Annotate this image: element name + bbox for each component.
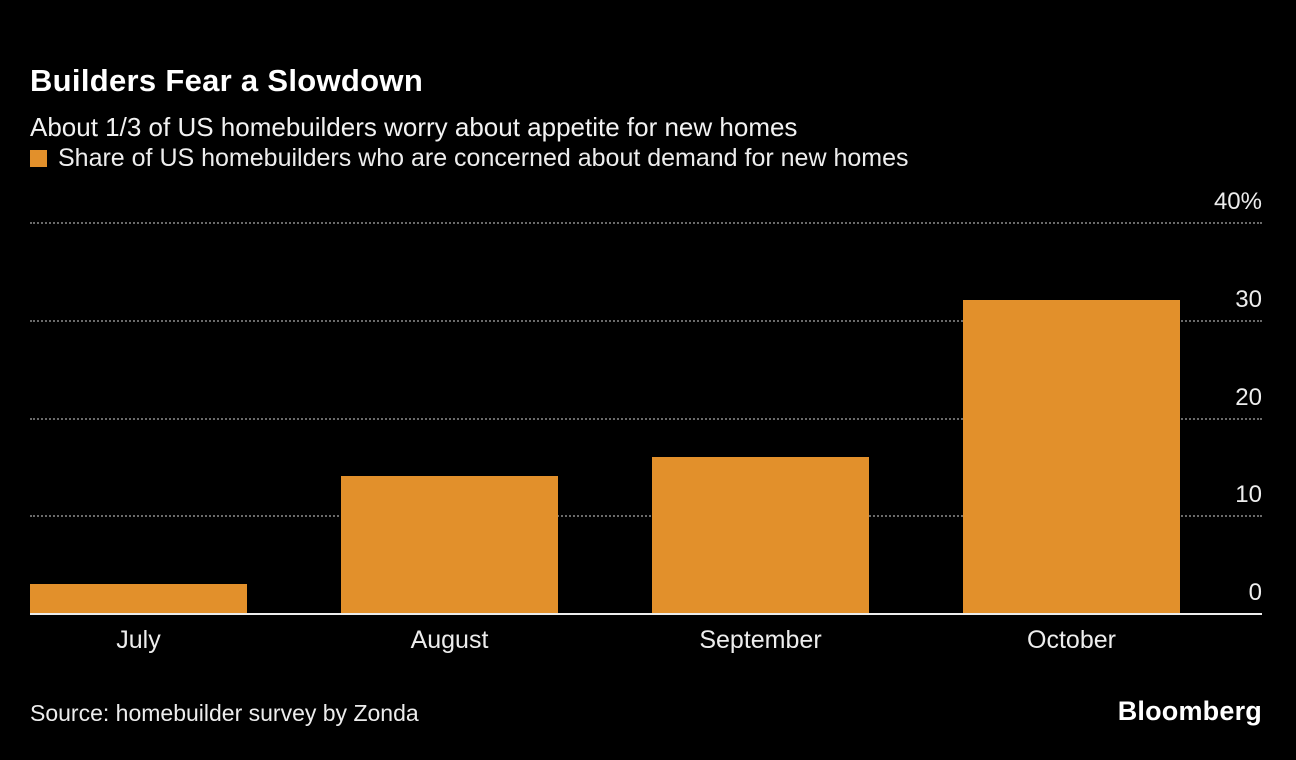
legend: Share of US homebuilders who are concern… [30,144,909,173]
x-category-label-august: August [410,626,489,654]
chart-subtitle: About 1/3 of US homebuilders worry about… [30,112,798,142]
gridline-20 [30,417,1262,420]
y-tick-label-40: 40% [1213,188,1262,215]
legend-label: Share of US homebuilders who are concern… [58,144,909,172]
bloomberg-logo: Bloomberg [1117,696,1262,726]
source-note: Source: homebuilder survey by Zonda [30,700,419,726]
bar-july [30,583,247,613]
x-axis-line [30,613,1262,615]
x-category-label-july: July [116,626,161,654]
bar-chart: 0 10 20 30 40% July August September October [30,180,1262,660]
y-tick-label-30: 30 [1235,285,1262,313]
legend-swatch-icon [30,150,47,167]
y-tick-label-0: 0 [1248,579,1262,606]
x-category-label-october: October [1027,626,1116,654]
gridline-10 [30,515,1262,518]
gridline-40 [30,222,1262,224]
y-tick-label-20: 20 [1235,383,1262,411]
bar-august [341,476,558,613]
gridline-30 [30,319,1262,322]
bar-october [963,300,1180,613]
y-tick-label-10: 10 [1235,481,1262,509]
bar-september [652,456,869,613]
x-category-label-september: September [699,626,822,654]
chart-title: Builders Fear a Slowdown [30,62,424,98]
